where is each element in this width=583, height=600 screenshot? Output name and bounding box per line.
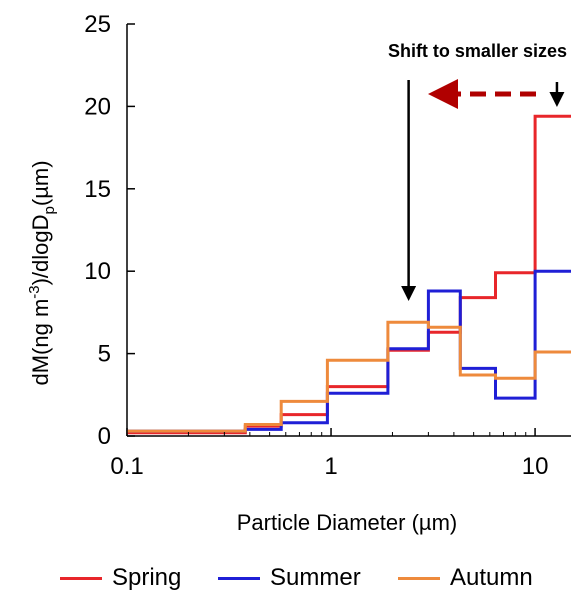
legend-label-autumn: Autumn [450, 564, 533, 591]
legend-swatch-autumn [398, 576, 440, 580]
ticks-layer: 0 5 10 15 20 25 0.1 1 10 [84, 11, 548, 480]
legend: Spring Summer Autumn [0, 558, 583, 598]
y-tick-label-10: 10 [84, 258, 111, 285]
y-tick-label-25: 25 [84, 11, 111, 38]
legend-item-spring: Spring [60, 558, 181, 598]
legend-label-spring: Spring [112, 564, 182, 591]
axis-frame [126, 24, 571, 437]
legend-item-autumn: Autumn [398, 558, 533, 598]
y-axis-label: dM(ng m-3)/dlogDp(µm) [26, 160, 58, 385]
legend-swatch-spring [60, 576, 102, 580]
shift-annotation: Shift to smaller sizes [388, 41, 567, 61]
series-line-spring [127, 114, 571, 435]
y-tick-label-20: 20 [84, 93, 111, 120]
legend-label-summer: Summer [270, 564, 361, 591]
x-tick-label-10: 10 [522, 453, 549, 480]
legend-item-summer: Summer [218, 558, 361, 598]
series-line-summer [127, 269, 571, 433]
y-tick-label-5: 5 [98, 341, 111, 368]
x-axis-label: Particle Diameter (µm) [237, 510, 457, 535]
annotation-layer: Shift to smaller sizes [388, 41, 567, 301]
y-tick-label-15: 15 [84, 176, 111, 203]
x-tick-label-0.1: 0.1 [110, 453, 143, 480]
legend-swatch-summer [218, 576, 260, 580]
series-layer [127, 114, 571, 435]
series-line-autumn [127, 320, 571, 433]
y-tick-label-0: 0 [98, 423, 111, 450]
x-tick-label-1: 1 [324, 453, 337, 480]
